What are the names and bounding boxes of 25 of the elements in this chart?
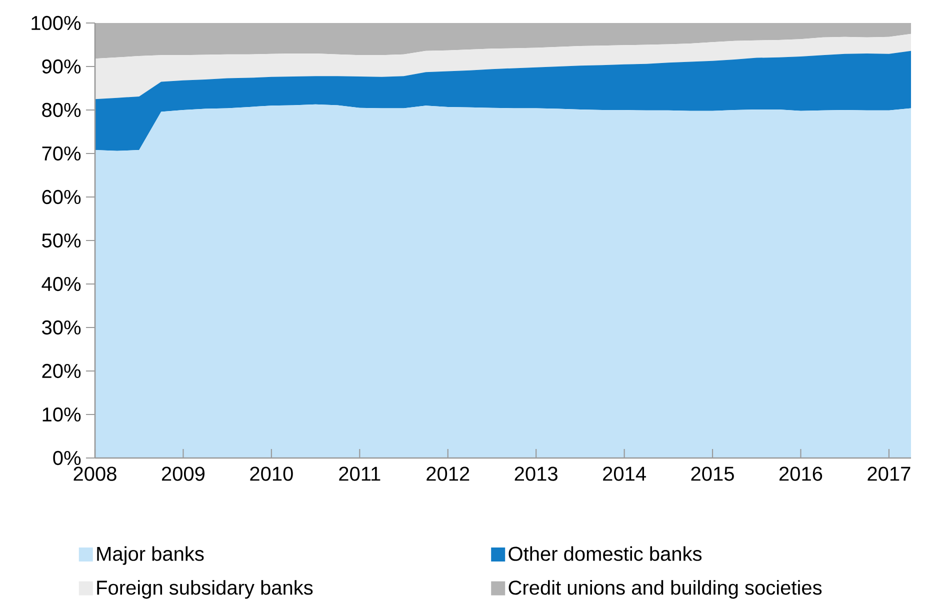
y-tick-label: 10% [42,407,81,422]
y-tick-label: 80% [42,102,81,118]
legend-label: Major banks [97,546,204,565]
y-tick-label: 90% [42,59,81,74]
legend-label: Foreign subsidary banks [97,580,313,599]
x-tick-label: 2017 [868,466,910,481]
x-tick-label: 2011 [339,466,380,481]
x-tick-label: 2008 [74,466,116,481]
x-tick-label: 2009 [162,466,204,481]
x-tick-label: 2014 [603,466,646,481]
x-tick-label: 2012 [426,466,470,481]
legend-label: Other domestic banks [508,546,702,561]
y-tick-label: 40% [42,276,81,292]
x-tick-label: 2016 [780,466,822,481]
y-tick-label: 100% [32,16,81,30]
x-tick-label: 2015 [691,466,734,481]
y-tick-label: 50% [42,233,81,248]
y-tick-label: 60% [42,190,81,204]
y-tick-label: 0% [53,450,81,466]
y-tick-label: 30% [42,320,81,335]
x-tick-label: 2013 [514,466,558,481]
y-tick-label: 20% [42,364,81,378]
y-tick-label: 70% [42,146,81,161]
legend-label: Credit unions and building societies [508,580,822,599]
x-tick-label: 2010 [250,466,293,481]
